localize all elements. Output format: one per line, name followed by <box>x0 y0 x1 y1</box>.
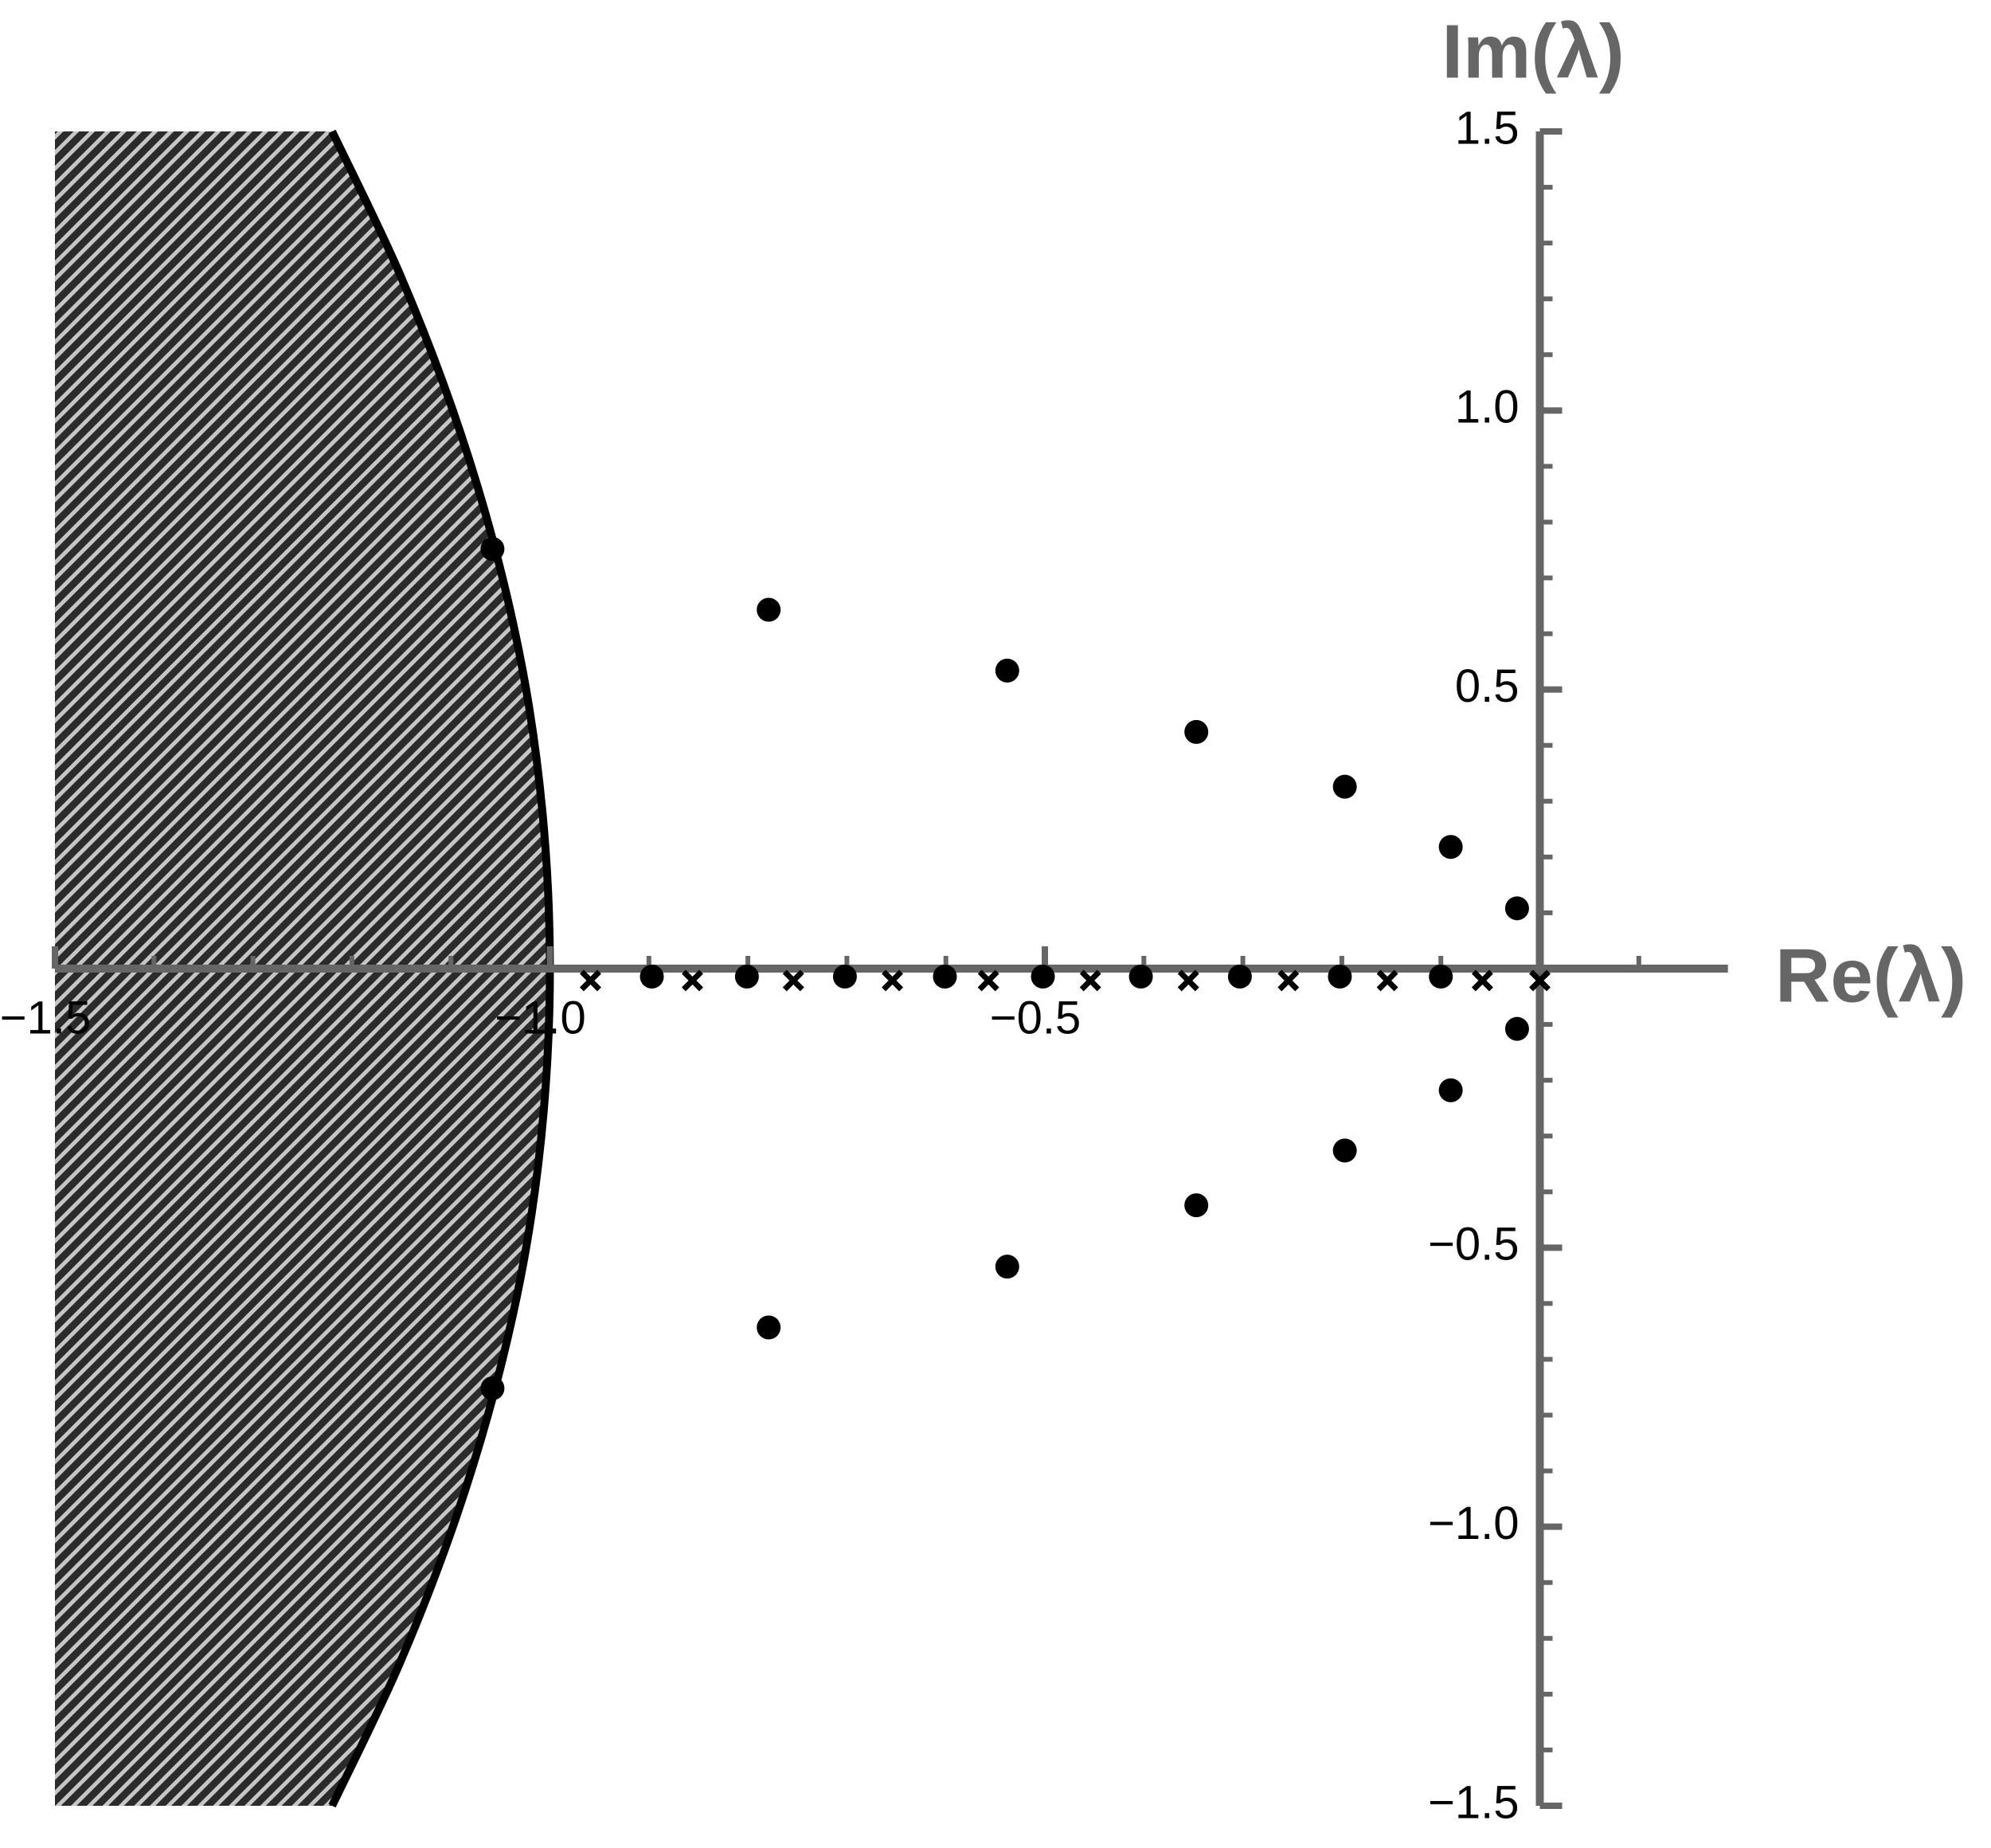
dot-point <box>1184 719 1209 744</box>
dot-point <box>1328 965 1352 989</box>
y-tick-label: −1.5 <box>1428 1776 1520 1828</box>
dot-point <box>832 965 857 989</box>
dot-point <box>1128 965 1153 989</box>
y-tick-label: 1.5 <box>1455 102 1520 154</box>
x-axis-label: Re(λ) <box>1775 933 1966 1018</box>
dot-point <box>1227 965 1252 989</box>
y-axis-label: Im(λ) <box>1441 9 1624 94</box>
y-tick-label: −1.0 <box>1428 1498 1520 1549</box>
dot-point <box>1332 1138 1357 1163</box>
dot-point <box>995 658 1019 683</box>
dot-point <box>1332 774 1357 799</box>
dot-point <box>1504 896 1529 921</box>
dot-point <box>1429 965 1453 989</box>
dot-point <box>734 965 759 989</box>
dot-point <box>640 965 664 989</box>
x-tick-label: −1.5 <box>0 992 91 1043</box>
dot-point <box>1184 1193 1209 1218</box>
cross-point <box>682 969 703 992</box>
dot-point <box>1438 1078 1463 1102</box>
cross-point <box>1376 969 1398 992</box>
dot-point <box>1504 1016 1529 1041</box>
dot-point <box>1031 965 1055 989</box>
cross-point <box>882 969 904 992</box>
cross-point <box>1529 969 1551 992</box>
dot-point <box>757 1315 781 1340</box>
dot-point <box>995 1255 1019 1279</box>
x-tick-label: −1.0 <box>495 992 586 1043</box>
x-tick-label: −0.5 <box>990 992 1082 1043</box>
y-tick-label: 0.5 <box>1455 660 1520 712</box>
y-tick-label: 1.0 <box>1455 382 1520 433</box>
cross-point <box>977 969 999 992</box>
dot-point <box>757 597 781 622</box>
dot-point <box>480 1376 505 1400</box>
dot-point <box>1438 835 1463 859</box>
cross-point <box>1471 969 1493 992</box>
cross-point <box>1277 969 1300 992</box>
cross-point <box>782 969 804 992</box>
cross-point <box>579 969 601 992</box>
cross-point <box>1177 969 1199 992</box>
dot-point <box>933 965 957 989</box>
y-tick-label: −0.5 <box>1428 1219 1520 1270</box>
cross-point <box>1079 969 1101 992</box>
dot-point <box>480 537 505 562</box>
